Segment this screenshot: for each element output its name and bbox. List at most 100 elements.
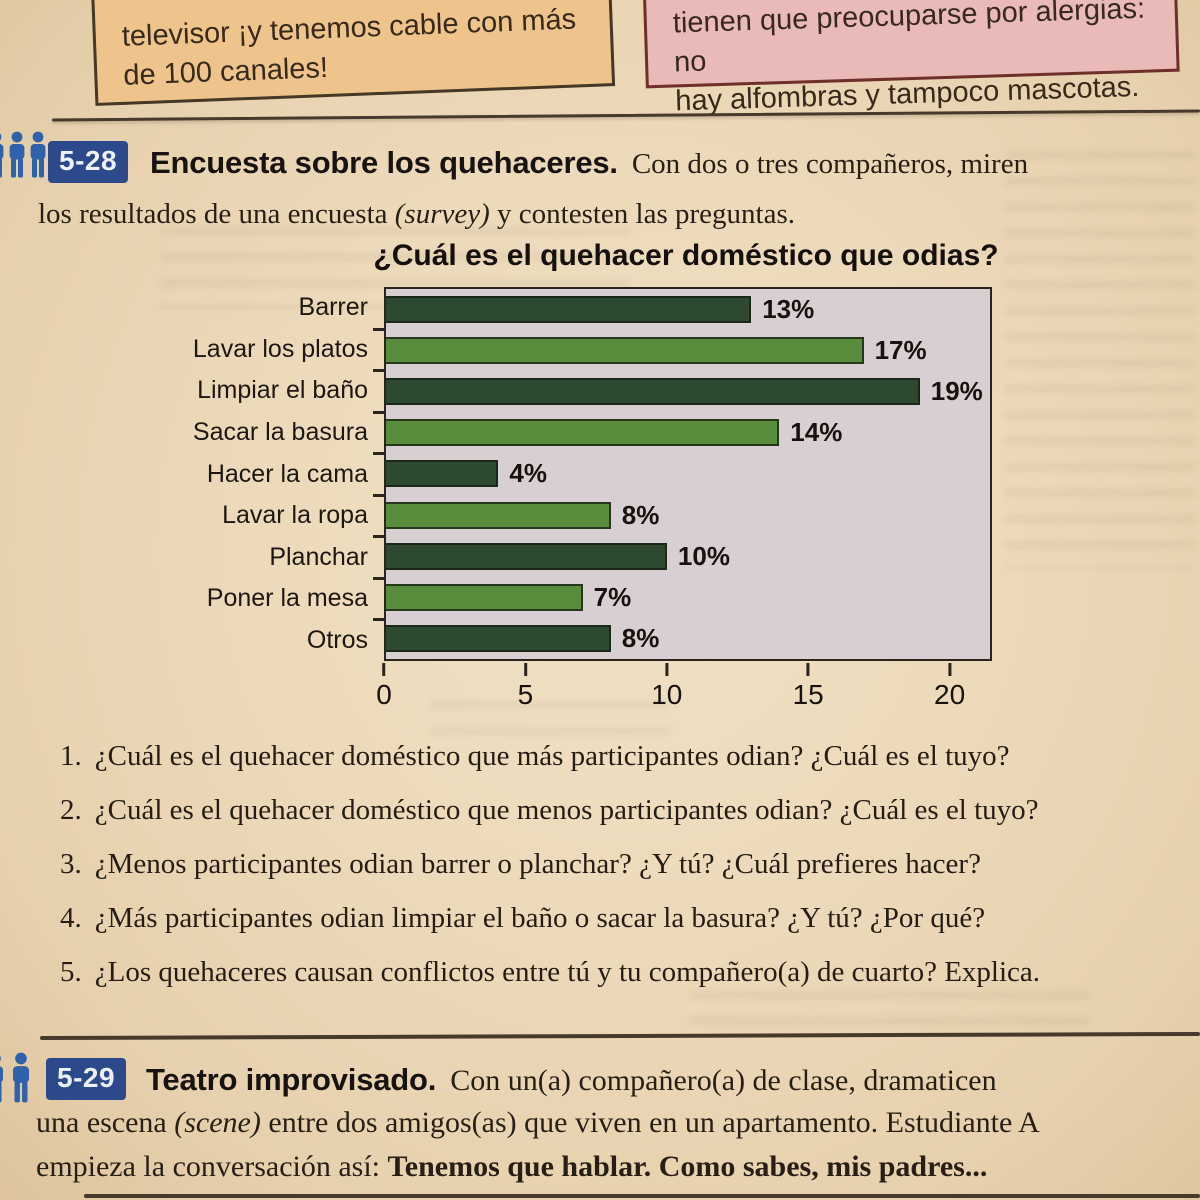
chart-value-label: 7%	[593, 581, 632, 612]
section-divider	[52, 109, 1200, 122]
pair-work-icon	[0, 1052, 40, 1108]
chart-bar-row: 8%	[386, 618, 990, 659]
chart-bar	[386, 583, 583, 611]
y-axis-tick	[373, 327, 384, 331]
chart-bar-row: 19%	[386, 371, 990, 412]
chart-category-label: Otros	[306, 625, 368, 654]
chart-bar	[386, 296, 752, 324]
chart-category-label: Limpiar el baño	[197, 376, 368, 405]
chart-bar-row: 4%	[386, 453, 990, 494]
chart-bar-row: 8%	[386, 495, 990, 536]
speech-box-cable: televisor ¡y tenemos cable con más de 10…	[90, 0, 616, 106]
y-axis-tick	[373, 410, 384, 414]
x-axis-tick-mark	[523, 663, 527, 676]
question-number: 4.	[60, 902, 82, 934]
survey-bar-chart: Barrer Lavar los platos Limpiar el baño Sac…	[40, 287, 992, 710]
chart-x-axis: 0 5 10 15 20	[376, 663, 992, 727]
y-axis-tick	[373, 535, 384, 539]
chart-category-label: Poner la mesa	[206, 584, 368, 613]
y-axis-tick	[373, 452, 384, 456]
x-axis-tick: 5	[517, 663, 534, 711]
question-item: 2. ¿Cuál es el quehacer doméstico que men…	[60, 795, 1190, 826]
dialogue-starter-text: Tenemos que hablar. Como sabes, mis padr…	[387, 1150, 988, 1183]
intro-text-italic: (scene)	[174, 1106, 261, 1139]
speech-box-allergies: tienen que preocuparse por alergias: no …	[642, 0, 1180, 117]
x-axis-tick-label: 0	[376, 679, 392, 710]
question-text: ¿Cuál es el quehacer doméstico que más p…	[94, 740, 1010, 772]
exercise-5-29-line3: empieza la conversación así: Tenemos que…	[36, 1150, 987, 1184]
chart-category-label: Sacar la basura	[192, 417, 368, 446]
chart-category-axis: Barrer Lavar los platos Limpiar el baño Sac…	[40, 287, 384, 661]
x-axis-tick-mark	[948, 663, 952, 676]
y-axis-tick	[373, 369, 384, 373]
intro-text: los resultados de una encuesta	[38, 198, 395, 230]
person-icon	[0, 133, 4, 178]
chart-bar-row: 7%	[386, 577, 990, 618]
intro-text-italic: (survey)	[394, 198, 490, 230]
intro-text: y contesten las preguntas.	[489, 198, 796, 230]
question-list: 1. ¿Cuál es el quehacer doméstico que más…	[60, 741, 1190, 1011]
exercise-5-28-intro-line2: los resultados de una encuesta (survey) …	[38, 198, 795, 231]
chart-bar-row: 10%	[386, 536, 990, 577]
x-axis-tick-label: 5	[517, 679, 534, 710]
chart-bar	[386, 542, 667, 570]
exercise-title: Encuesta sobre los quehaceres.	[150, 145, 618, 180]
exercise-intro-line1: Con un(a) compañero(a) de clase, dramati…	[450, 1064, 997, 1097]
x-axis-tick-label: 20	[934, 679, 966, 710]
question-text: ¿Los quehaceres causan conflictos entre …	[94, 956, 1041, 988]
x-axis-tick-label: 10	[651, 679, 683, 710]
chart-category-label: Planchar	[269, 542, 368, 571]
chart-bar	[386, 378, 920, 406]
question-number: 5.	[60, 956, 82, 988]
exercise-number-badge-5-29: 5-29	[46, 1058, 127, 1100]
chart-value-label: 10%	[677, 540, 730, 571]
x-axis-tick-mark	[806, 663, 810, 676]
exercise-intro-line1: Con dos o tres compañeros, miren	[631, 148, 1029, 180]
chart-value-label: 8%	[621, 622, 660, 653]
question-text: ¿Cuál es el quehacer doméstico que menos…	[94, 794, 1039, 826]
chart-category-label: Lavar la ropa	[222, 501, 368, 530]
section-divider	[84, 1194, 1200, 1198]
person-icon	[12, 1052, 30, 1103]
x-axis-tick: 15	[793, 663, 824, 711]
person-icon	[9, 131, 25, 178]
question-text: ¿Menos participantes odian barrer o plan…	[94, 848, 981, 880]
chart-value-label: 13%	[762, 294, 815, 325]
section-divider	[39, 1031, 1200, 1041]
x-axis-tick: 10	[651, 663, 682, 711]
x-axis-tick: 0	[376, 663, 392, 711]
y-axis-tick	[373, 493, 384, 497]
chart-bar-row: 14%	[386, 412, 990, 453]
chart-plot-area: 13% 17% 19% 14% 4% 8% 10% 7% 8%	[384, 287, 992, 661]
x-axis-tick-label: 15	[792, 679, 824, 710]
question-number: 1.	[60, 740, 82, 772]
x-axis-tick-mark	[382, 663, 386, 676]
chart-value-label: 19%	[930, 376, 983, 407]
question-item: 3. ¿Menos participantes odian barrer o pl…	[60, 849, 1190, 880]
chart-value-label: 17%	[874, 335, 927, 366]
chart-value-label: 14%	[790, 417, 843, 448]
person-icon	[30, 131, 46, 178]
bleedthrough-artifact	[1005, 150, 1195, 570]
exercise-number-badge-5-28: 5-28	[48, 141, 129, 183]
chart-plot-wrap: 13% 17% 19% 14% 4% 8% 10% 7% 8% 0 5 10 15 20	[373, 287, 992, 710]
exercise-5-29-line2: una escena (scene) entre dos amigos(as) …	[36, 1106, 1040, 1140]
question-number: 3.	[60, 848, 82, 880]
y-axis-tick	[373, 618, 384, 622]
chart-bar-row: 17%	[386, 330, 990, 371]
x-axis-tick: 20	[934, 663, 965, 711]
chart-bar-row: 13%	[386, 289, 990, 330]
intro-text: una escena	[36, 1106, 175, 1139]
exercise-title: Teatro improvisado.	[146, 1062, 437, 1097]
question-number: 2.	[60, 794, 82, 826]
chart-category-label: Hacer la cama	[206, 459, 368, 488]
chart-category-label: Barrer	[298, 293, 368, 322]
question-item: 1. ¿Cuál es el quehacer doméstico que más…	[60, 741, 1190, 772]
y-axis-tick	[373, 576, 384, 580]
x-axis-tick-mark	[665, 663, 669, 676]
exercise-5-28-heading: Encuesta sobre los quehaceres. Con dos o …	[150, 145, 1028, 181]
person-icon	[0, 1055, 4, 1103]
chart-title: ¿Cuál es el quehacer doméstico que odias…	[373, 239, 999, 272]
question-item: 5. ¿Los quehaceres causan conflictos entr…	[60, 957, 1190, 988]
